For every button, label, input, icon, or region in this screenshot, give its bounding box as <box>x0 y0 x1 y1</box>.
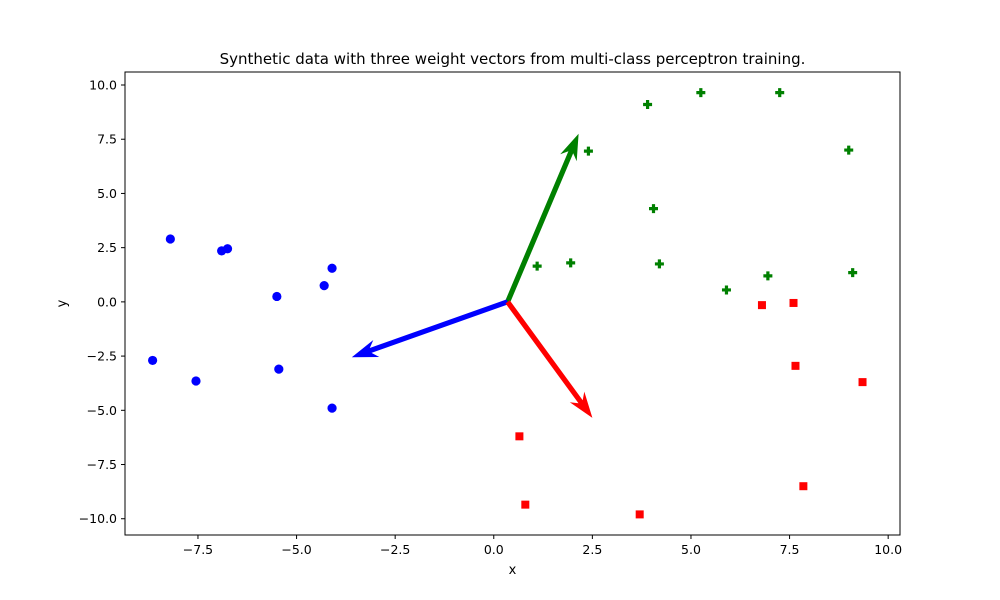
chart-title: Synthetic data with three weight vectors… <box>220 50 806 68</box>
plot-frame <box>124 71 901 536</box>
x-tick-label: 10.0 <box>874 542 902 557</box>
x-tick-label: −2.5 <box>380 542 410 557</box>
data-point-circle <box>327 403 337 413</box>
data-point-plus <box>696 88 706 98</box>
data-points <box>148 88 867 519</box>
data-point-circle <box>319 281 329 291</box>
y-tick-label: −7.5 <box>87 457 117 472</box>
data-point-square <box>515 432 524 441</box>
data-point-plus <box>844 145 854 155</box>
data-point-plus <box>775 88 785 98</box>
x-tick-label: −5.0 <box>281 542 311 557</box>
data-point-plus <box>848 268 858 278</box>
y-tick-label: 2.5 <box>97 240 117 255</box>
y-axis-label: y <box>55 299 70 307</box>
x-axis-ticks: −7.5 −5.0 −2.5 0.0 2.5 5.0 7.5 10.0 <box>183 535 902 557</box>
data-point-circle <box>191 376 201 386</box>
data-point-plus <box>566 258 576 268</box>
x-axis-label: x <box>509 563 517 578</box>
data-point-plus <box>643 100 653 110</box>
weight-vector-arrow <box>505 300 593 418</box>
x-tick-label: 7.5 <box>780 542 800 557</box>
y-tick-label: −2.5 <box>87 349 117 364</box>
data-point-plus <box>721 285 731 295</box>
data-point-square <box>789 298 798 307</box>
data-point-square <box>757 301 766 310</box>
data-point-plus <box>763 271 773 281</box>
x-tick-label: 0.0 <box>484 542 504 557</box>
data-point-circle <box>272 291 282 302</box>
x-tick-label: 2.5 <box>582 542 602 557</box>
data-point-plus <box>654 259 664 269</box>
y-tick-label: 7.5 <box>97 132 117 147</box>
y-tick-label: −5.0 <box>87 403 117 418</box>
weight-vectors <box>351 133 593 418</box>
data-point-circle <box>327 263 337 273</box>
data-point-square <box>858 378 867 387</box>
data-point-square <box>521 500 530 509</box>
y-axis-ticks: −10.0 −7.5 −5.0 −2.5 0.0 2.5 5.0 7.5 10.0 <box>79 78 125 526</box>
y-tick-label: 10.0 <box>89 78 117 93</box>
y-tick-label: −10.0 <box>79 511 117 526</box>
data-point-circle <box>222 244 233 254</box>
axes <box>124 71 901 536</box>
data-point-square <box>635 510 644 519</box>
y-tick-label: 5.0 <box>97 186 117 201</box>
y-tick-label: 0.0 <box>97 294 117 309</box>
data-point-square <box>791 361 800 370</box>
x-tick-label: −7.5 <box>183 542 213 557</box>
data-point-plus <box>532 261 542 271</box>
data-point-square <box>799 482 808 491</box>
data-point-plus <box>648 204 658 214</box>
weight-vector-arrow <box>351 299 509 358</box>
data-point-plus <box>583 146 593 156</box>
data-point-circle <box>274 364 284 374</box>
weight-vector-arrow <box>505 133 579 303</box>
x-tick-label: 5.0 <box>681 542 701 557</box>
data-point-circle <box>165 234 175 244</box>
data-point-circle <box>148 355 158 366</box>
